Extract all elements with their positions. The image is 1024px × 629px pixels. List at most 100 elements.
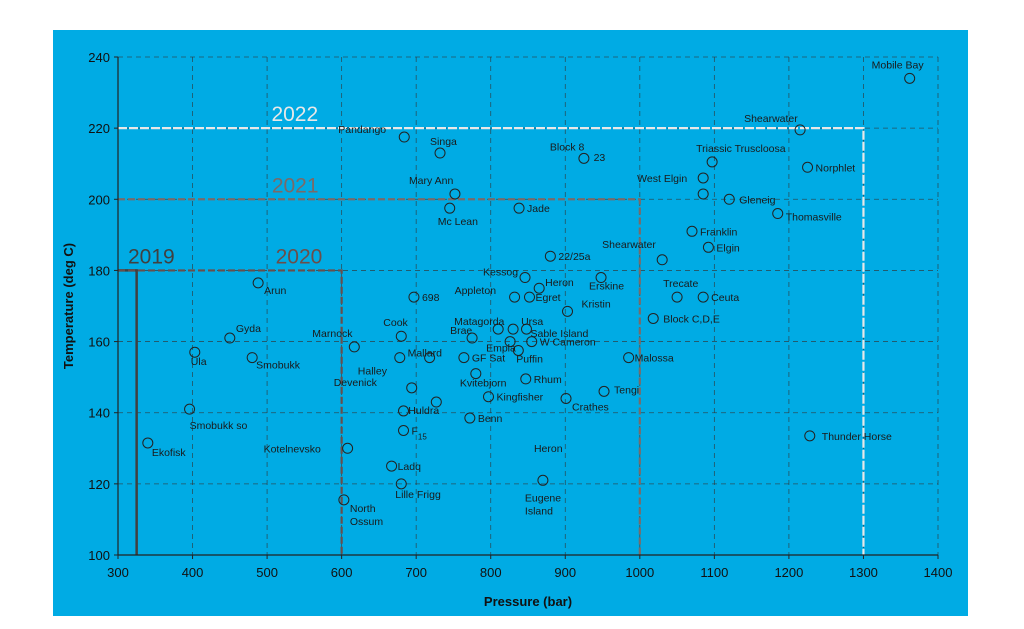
data-point-block-c-d-e [647,312,659,324]
point-label-crathes: Crathes [572,401,609,413]
x-tick-label: 1100 [700,565,728,580]
point-label-jade: Jade [527,203,550,215]
data-point-tengi [598,385,610,397]
tick-labels: 300 400 500 600 700 800 900 1000 1100 1200 1300 140… [88,50,952,580]
point-label-line: Ossum [350,516,384,528]
data-point-22-25a [544,250,556,262]
data-point-norphlet [802,161,814,173]
point-label-kessog: Kessog [483,267,518,279]
point-label-eugene-island: Eugene Island [525,492,561,517]
point-label-tengi: Tengi [614,384,639,396]
y-tick-label: 180 [88,263,110,278]
data-point-kvitebjorn [470,368,482,380]
x-axis-label: Pressure (bar) [484,594,572,609]
data-point-mc-lean [444,202,456,214]
data-point-egret [523,291,535,303]
point-label-benn: Benn [478,413,503,425]
point-label-kristin: Kristin [582,298,611,310]
region-boundary-2021 [118,198,641,555]
point-label-norphlet: Norphlet [816,162,856,174]
point-label-franklin: Franklin [700,226,738,238]
data-point-north-ossum [338,494,350,506]
region-boundary-2020 [118,269,343,555]
regions: 2019 2020 2021 2022 [118,103,865,555]
point-label-appleton: Appleton [455,285,497,297]
point-label-w-cameron: W Cameron [540,337,596,349]
data-point-thomasville [772,208,784,220]
data-point-jade [513,202,525,214]
data-point-triassic-truscloosa [706,156,718,168]
y-tick-label: 140 [88,406,110,421]
point-label-trecate: Trecate [663,278,698,290]
data-point-ladq [386,460,398,472]
y-tick-label: 240 [88,50,110,65]
point-label-22-25a: 22/25a [558,251,590,263]
y-tick-label: 160 [88,335,110,350]
point-label-halley: Halley [358,366,388,378]
point-label-subscript: 15 [418,433,427,442]
point-label-smobukk-so: Smobukk so [190,420,248,432]
x-tick-label: 300 [107,565,129,580]
data-point-arun [252,277,264,289]
annotation-23: 23 [594,152,606,164]
data-point-kotelnevsko [342,442,354,454]
point-label-smobukk: Smobukk [256,360,301,372]
data-point-gyda [224,332,236,344]
data-point-cook [395,330,407,342]
point-label-ursa: Ursa [521,316,543,328]
y-tick-label: 220 [88,121,110,136]
data-point-mary-ann [449,188,461,200]
point-label-mobile-bay: Mobile Bay [872,59,925,71]
data-point-huldra [430,396,442,408]
point-label-thunder-horse: Thunder Horse [822,431,892,443]
data-point-benn [464,412,476,424]
point-label-shearwater: Shearwater [744,113,798,125]
point-label-line: North [350,503,376,515]
data-point-appleton [509,291,521,303]
x-tick-label: 400 [182,565,204,580]
point-label-triassic-truscloosa: Triassic Truscloosa [696,143,786,155]
point-label-ceuta: Ceuta [711,292,739,304]
data-point-marnock [348,341,360,353]
data-point-smobukk [246,352,258,364]
point-label-erskine: Erskine [589,281,624,293]
region-label-2019: 2019 [128,245,175,268]
point-label-matagorda: Matagorda [454,316,504,328]
x-tick-label: 1400 [924,565,953,580]
point-label-rhum: Rhum [534,374,562,386]
point-label-698: 698 [422,292,440,304]
x-tick-label: 1300 [849,565,878,580]
data-point-kingfisher [482,391,494,403]
point-label-shearwater: Shearwater [602,239,656,251]
data-point-kristin [562,305,574,317]
point-label-ula: Ula [191,356,207,368]
data-points [142,72,916,506]
point-label-pandango: Pandango [338,124,386,136]
data-point-shearwater [656,254,668,266]
data-point-w-cameron [526,336,538,348]
x-tick-label: 1000 [625,565,654,580]
point-label-mc-lean: Mc Lean [438,216,478,228]
point-label-huldra: Huldra [408,405,439,417]
region-boundary-2022 [118,127,865,555]
data-point-698 [408,291,420,303]
axes [117,57,938,556]
point-label-block-c-d-e: Block C,D,E [663,313,720,325]
data-point-mallard [424,352,436,364]
point-label-gyda: Gyda [236,323,261,335]
region-label-2021: 2021 [272,174,319,197]
data-point-kessog [519,272,531,284]
point-label-puffin: Puffin [516,353,543,365]
region-label-2022: 2022 [271,103,318,126]
point-label-kingfisher: Kingfisher [496,392,543,404]
data-point-erskine [595,272,607,284]
data-point-ceuta [697,291,709,303]
point-label-heron: Heron [545,277,574,289]
point-label-malossa: Malossa [635,353,674,365]
x-tick-label: 700 [405,565,427,580]
x-tick-label: 1200 [774,565,803,580]
data-point-lille-frigg [395,478,407,490]
region-label-2020: 2020 [276,245,323,268]
data-point-franklin [686,225,698,237]
